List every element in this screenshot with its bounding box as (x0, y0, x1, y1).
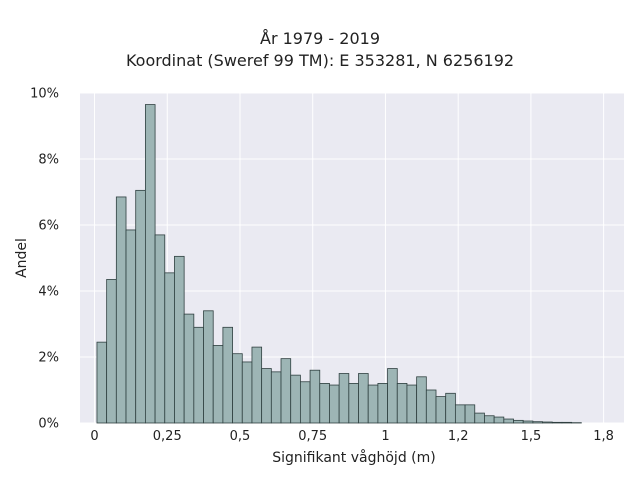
y-tick-label: 0% (38, 417, 59, 432)
y-tick-label: 8% (38, 153, 59, 168)
x-tick-label: 1 (381, 429, 389, 444)
y-axis: 0% 2% 4% 6% 8% 10% (30, 87, 59, 432)
histogram-bar (241, 361, 253, 424)
histogram-bar (464, 404, 476, 424)
x-tick-label: 0 (90, 429, 98, 444)
histogram-bar (154, 234, 166, 424)
x-tick-label: 1,5 (521, 429, 542, 444)
x-axis-label: Signifikant våghöjd (m) (272, 449, 435, 466)
x-tick-label: 0,75 (298, 429, 327, 444)
histogram-bar (474, 412, 485, 424)
histogram-bar (454, 404, 466, 424)
histogram-bar (532, 421, 543, 424)
histogram-bar (193, 326, 204, 424)
histogram-bar (96, 341, 108, 424)
histogram-bar (561, 421, 573, 424)
x-axis: 0 0,25 0,5 0,75 1 1,2 1,5 1,8 (90, 429, 614, 444)
chart-subtitle: Koordinat (Sweref 99 TM): E 353281, N 62… (125, 51, 515, 70)
histogram-bar (445, 392, 456, 424)
histogram-bar (348, 382, 359, 424)
histogram-bar (542, 421, 553, 424)
histogram-bar (367, 384, 379, 424)
histogram-bar (212, 345, 224, 424)
histogram-bar (309, 369, 321, 424)
chart-title: År 1979 - 2019 (260, 29, 380, 48)
histogram-bar (319, 382, 330, 424)
bars (96, 104, 582, 424)
x-tick-label: 1,8 (593, 429, 614, 444)
histogram-bar (358, 373, 369, 424)
histogram-bar (203, 310, 214, 424)
x-tick-label: 1,2 (448, 429, 469, 444)
histogram-bar (251, 346, 263, 424)
histogram-bar (338, 373, 350, 424)
histogram-bar (522, 420, 534, 424)
histogram-bar (125, 229, 137, 424)
histogram-bar (106, 279, 117, 424)
histogram-bar (290, 374, 301, 424)
histogram-bar (270, 371, 282, 424)
histogram-bar (377, 382, 388, 424)
histogram-bar (396, 382, 408, 424)
histogram-bar (280, 358, 292, 424)
histogram-bar (435, 396, 447, 424)
histogram-bar (503, 418, 514, 424)
histogram-bar (174, 255, 185, 424)
histogram-bar (493, 416, 505, 424)
histogram-bar (416, 376, 427, 424)
histogram-bar (387, 368, 398, 424)
x-tick-label: 0,5 (230, 429, 251, 444)
histogram-bar (183, 313, 195, 424)
histogram-bar (329, 384, 340, 424)
histogram-bar (551, 421, 563, 424)
histogram-bar (484, 415, 495, 424)
histogram-bar (164, 272, 175, 424)
histogram-bar (299, 381, 311, 424)
histogram-bar (115, 196, 127, 424)
histogram-bar (261, 368, 272, 424)
histogram-bar (513, 419, 524, 424)
histogram-bar (406, 384, 418, 424)
y-tick-label: 2% (38, 351, 59, 366)
histogram-bar (222, 326, 233, 424)
histogram-bar (144, 104, 156, 424)
y-tick-label: 4% (38, 285, 59, 300)
y-tick-label: 10% (30, 87, 59, 102)
y-tick-label: 6% (38, 219, 59, 234)
x-tick-label: 0,25 (153, 429, 182, 444)
y-axis-label: Andel (14, 238, 30, 278)
histogram-bar (232, 353, 243, 424)
histogram-bar (425, 389, 437, 424)
histogram-bar (135, 189, 146, 424)
